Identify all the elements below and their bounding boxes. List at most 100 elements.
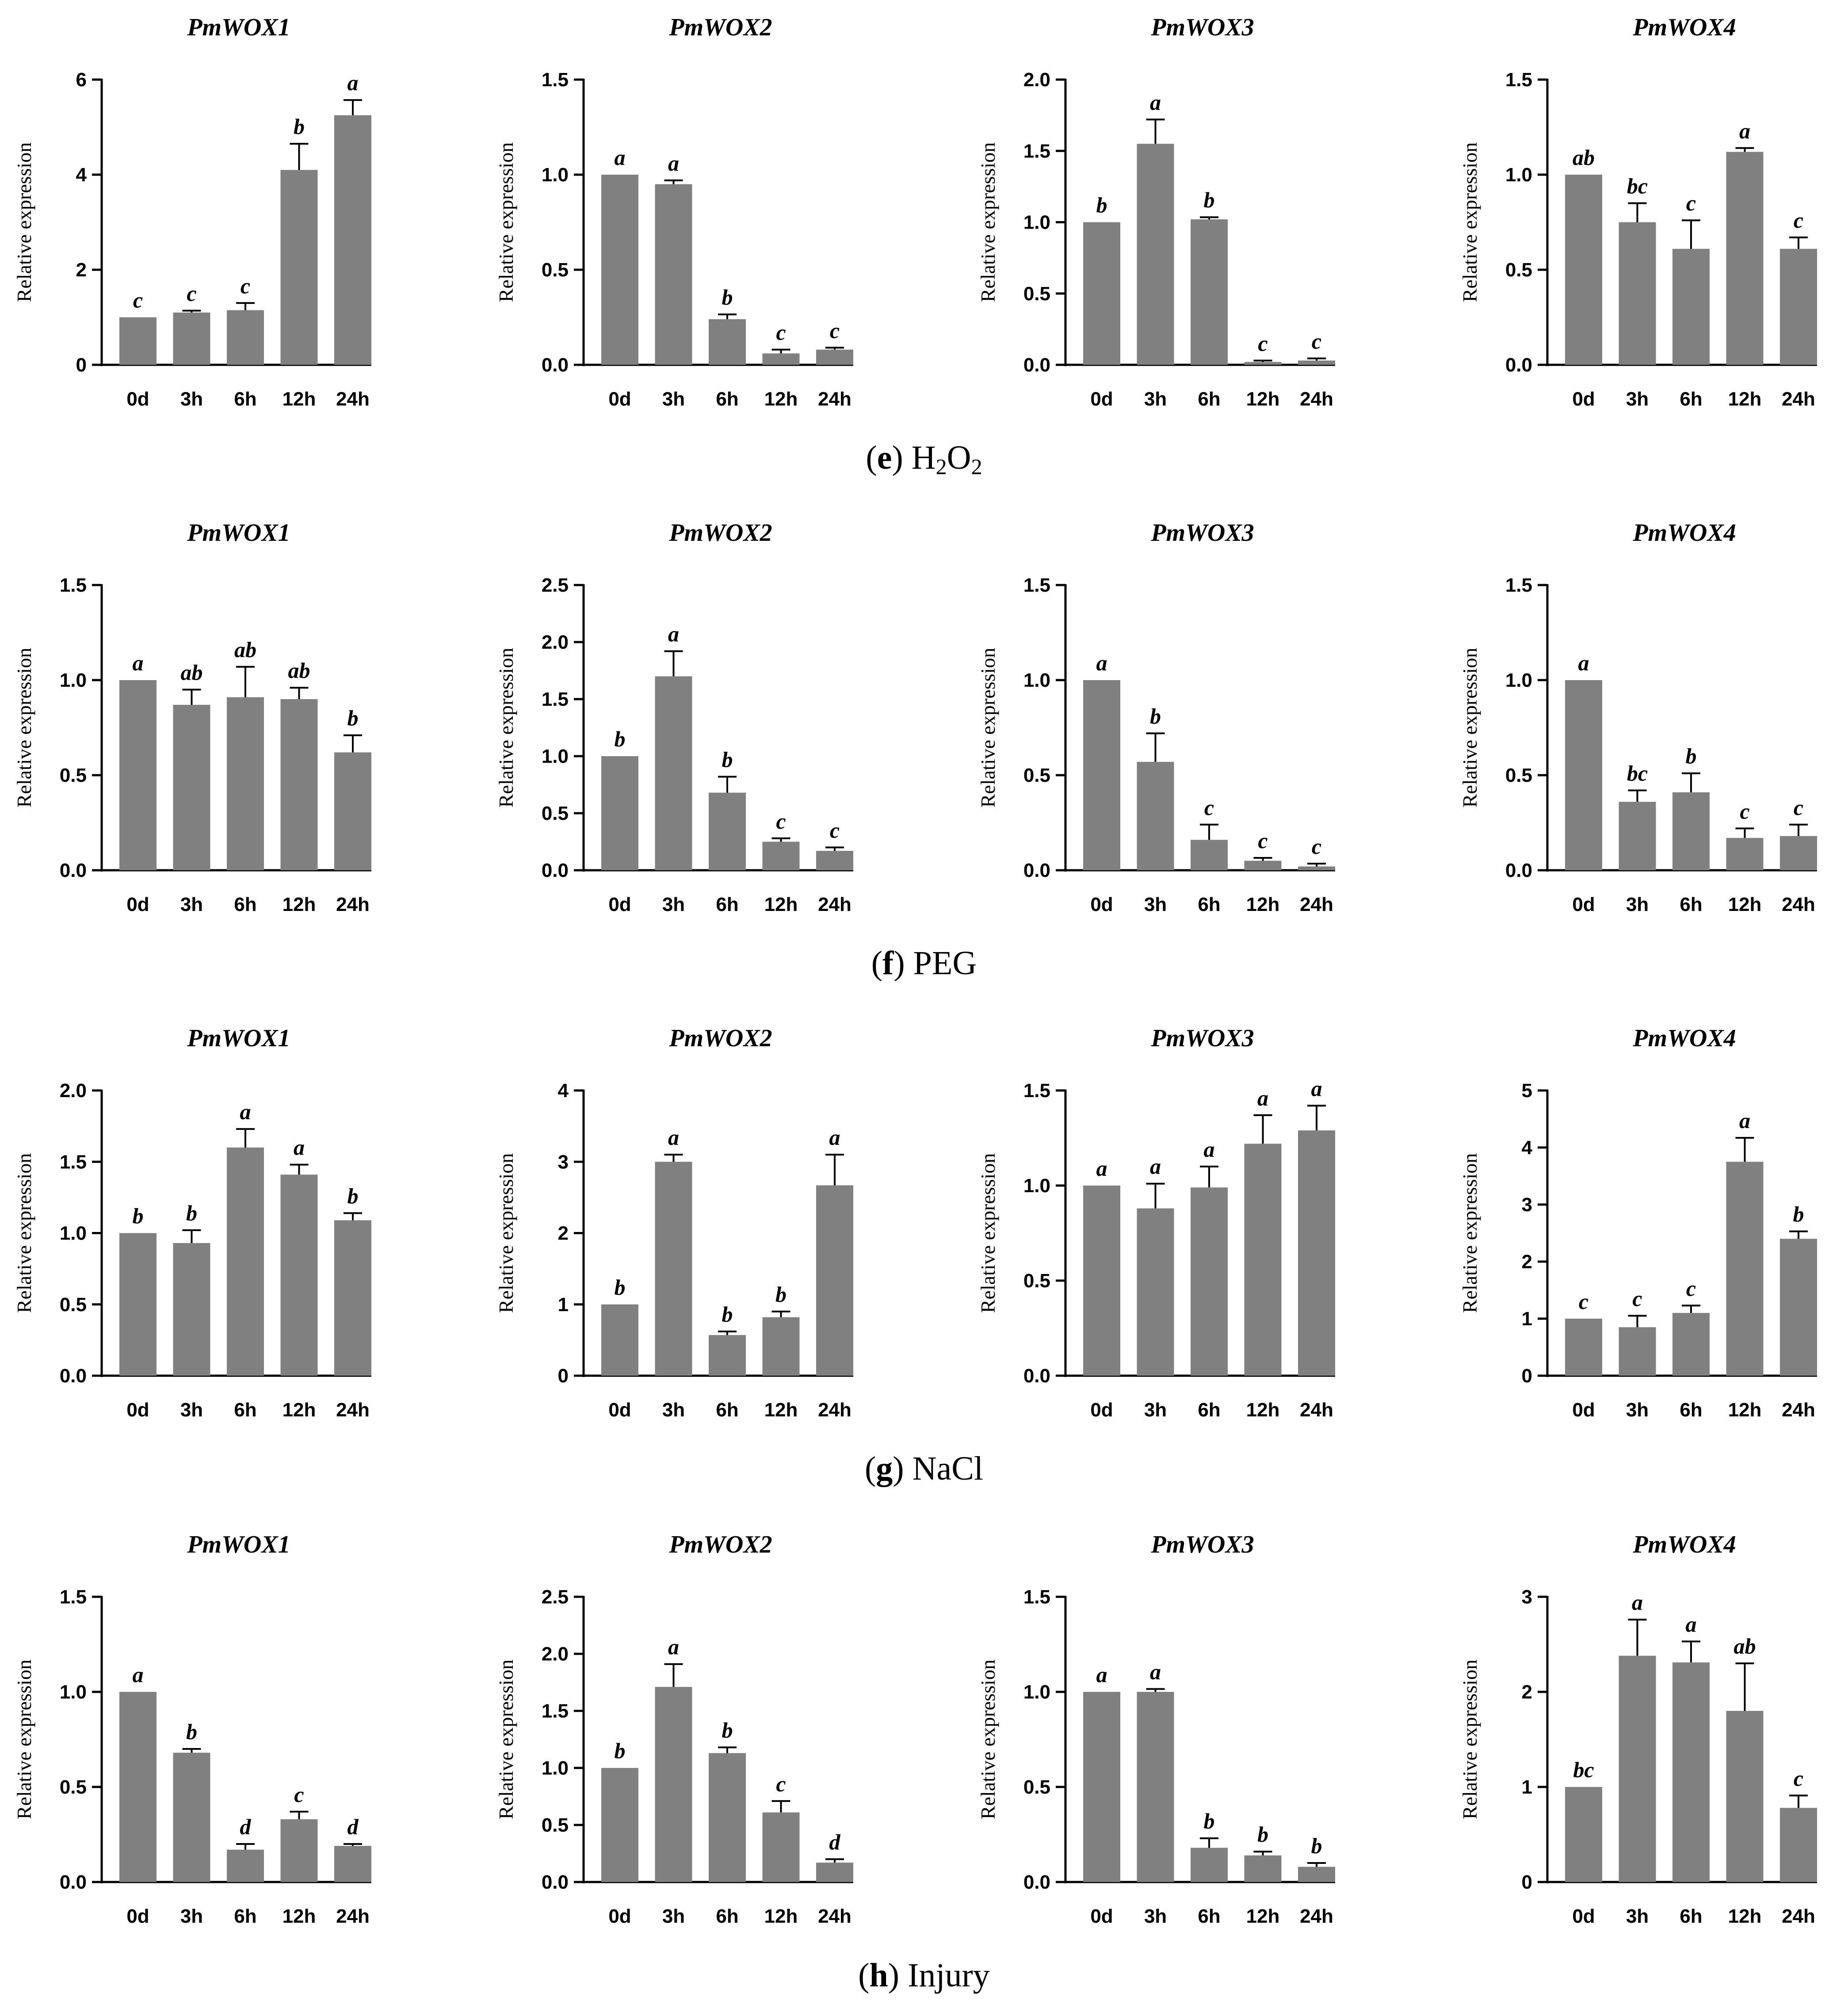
bar bbox=[1191, 840, 1228, 870]
x-tick-label: 3h bbox=[1144, 894, 1167, 915]
y-tick-label: 1 bbox=[1522, 1308, 1532, 1330]
bar bbox=[709, 1753, 746, 1882]
y-tick-label: 0.5 bbox=[542, 803, 569, 824]
x-tick-label: 6h bbox=[234, 1399, 256, 1421]
bar bbox=[709, 319, 746, 365]
significance-letter: c bbox=[1686, 191, 1696, 215]
x-tick-label: 24h bbox=[818, 388, 851, 410]
bar bbox=[655, 1687, 692, 1882]
y-tick-label: 2.0 bbox=[60, 1080, 87, 1102]
bar bbox=[1191, 1848, 1228, 1882]
y-axis-label: Relative expression bbox=[495, 1660, 517, 1820]
y-axis-label: Relative expression bbox=[977, 1660, 999, 1820]
panel-label-part: H bbox=[912, 439, 936, 476]
y-tick-label: 1.0 bbox=[60, 669, 87, 691]
y-tick-label: 1.5 bbox=[1023, 1080, 1050, 1102]
x-tick-label: 6h bbox=[1680, 1399, 1702, 1421]
y-tick-label: 0.5 bbox=[542, 1814, 569, 1836]
x-tick-label: 3h bbox=[662, 894, 685, 915]
bar bbox=[1298, 866, 1335, 870]
y-tick-label: 1 bbox=[1522, 1776, 1532, 1798]
x-tick-label: 6h bbox=[716, 388, 738, 410]
bar bbox=[173, 312, 210, 365]
y-tick-label: 1.0 bbox=[60, 1681, 87, 1703]
panel-caption: (f) PEG bbox=[871, 945, 977, 982]
y-tick-label: 2.0 bbox=[542, 1643, 569, 1665]
significance-letter: a bbox=[668, 151, 679, 176]
y-tick-label: 3 bbox=[1522, 1586, 1532, 1608]
x-tick-label: 0d bbox=[1090, 894, 1113, 915]
bar bbox=[601, 1768, 638, 1882]
y-tick-label: 1.0 bbox=[542, 746, 569, 767]
bar bbox=[601, 1304, 638, 1376]
bar bbox=[1619, 1656, 1656, 1882]
significance-letter: a bbox=[829, 1125, 840, 1150]
bar bbox=[1726, 838, 1764, 870]
y-tick-label: 0 bbox=[1522, 1871, 1532, 1893]
significance-letter: b bbox=[722, 285, 733, 310]
x-tick-label: 0d bbox=[1572, 894, 1595, 915]
x-tick-label: 6h bbox=[234, 894, 256, 915]
bar bbox=[1780, 836, 1817, 870]
bar bbox=[1565, 1319, 1602, 1376]
x-tick-label: 6h bbox=[1680, 894, 1702, 915]
chart-title: PmWOX3 bbox=[1150, 14, 1254, 41]
y-tick-label: 3 bbox=[558, 1151, 569, 1173]
x-tick-label: 0d bbox=[126, 388, 149, 410]
chart-g-pmwox1: PmWOX1 Relative expression 0.0 0.5 1.0 1.5 2.0… bbox=[13, 1025, 371, 1421]
bar bbox=[762, 1317, 800, 1376]
significance-letter: a bbox=[1096, 1156, 1107, 1181]
panel-label-part: Injury bbox=[908, 1957, 990, 1994]
significance-letter: d bbox=[240, 1814, 252, 1839]
bar bbox=[709, 1335, 746, 1376]
y-tick-label: 0.5 bbox=[60, 1294, 87, 1316]
y-tick-label: 2.0 bbox=[1023, 69, 1050, 91]
chart-title: PmWOX1 bbox=[187, 519, 290, 547]
y-tick-label: 0.0 bbox=[1505, 860, 1532, 881]
y-tick-label: 0.5 bbox=[1023, 283, 1050, 305]
bar bbox=[1672, 1313, 1710, 1376]
chart-title: PmWOX4 bbox=[1632, 1531, 1736, 1558]
significance-letter: b bbox=[1204, 187, 1215, 212]
y-tick-label: 0.5 bbox=[1505, 765, 1532, 786]
y-tick-label: 0.0 bbox=[542, 354, 569, 376]
bar bbox=[1780, 1239, 1817, 1376]
chart-h-pmwox2: PmWOX2 Relative expression 0.0 0.5 1.0 1.5 2.0… bbox=[495, 1531, 853, 1927]
significance-letter: c bbox=[776, 1771, 786, 1796]
bar bbox=[280, 1174, 318, 1376]
significance-letter: a bbox=[240, 1099, 251, 1124]
x-tick-label: 0d bbox=[1090, 1399, 1113, 1421]
bar bbox=[334, 752, 371, 870]
x-tick-label: 24h bbox=[818, 894, 851, 915]
y-tick-label: 0.5 bbox=[1023, 1776, 1050, 1798]
bar bbox=[1298, 360, 1335, 365]
chart-h-pmwox1: PmWOX1 Relative expression 0.0 0.5 1.0 1.5 a 0d… bbox=[13, 1531, 371, 1927]
bar bbox=[1083, 680, 1120, 870]
bar bbox=[1565, 1787, 1602, 1882]
y-tick-label: 2.5 bbox=[542, 1586, 569, 1608]
panel-label-part: PEG bbox=[913, 945, 977, 982]
panel-letter: e bbox=[877, 439, 892, 476]
bar bbox=[280, 170, 318, 365]
y-tick-label: 1.5 bbox=[60, 1586, 87, 1608]
y-tick-label: 1.5 bbox=[60, 1151, 87, 1173]
significance-letter: bc bbox=[1627, 174, 1648, 199]
x-tick-label: 6h bbox=[1198, 1399, 1220, 1421]
x-tick-label: 24h bbox=[336, 1905, 370, 1927]
chart-h-pmwox3: PmWOX3 Relative expression 0.0 0.5 1.0 1.5 a 0d… bbox=[977, 1531, 1335, 1927]
chart-title: PmWOX1 bbox=[187, 14, 290, 41]
significance-letter: c bbox=[1686, 1276, 1696, 1301]
significance-letter: bc bbox=[1627, 761, 1648, 785]
y-tick-label: 2 bbox=[1522, 1251, 1532, 1273]
x-tick-label: 12h bbox=[283, 894, 316, 915]
bar bbox=[1780, 1808, 1817, 1882]
panel-label-part: O bbox=[947, 439, 971, 476]
significance-letter: a bbox=[1150, 1660, 1161, 1684]
bar bbox=[1191, 1187, 1228, 1376]
significance-letter: c bbox=[830, 318, 840, 343]
bar bbox=[1244, 362, 1282, 365]
panel-e: PmWOX1 Relative expression 0 2 4 6 c 0d c 3h c 6h b 1… bbox=[13, 14, 1817, 479]
x-tick-label: 0d bbox=[608, 894, 631, 915]
